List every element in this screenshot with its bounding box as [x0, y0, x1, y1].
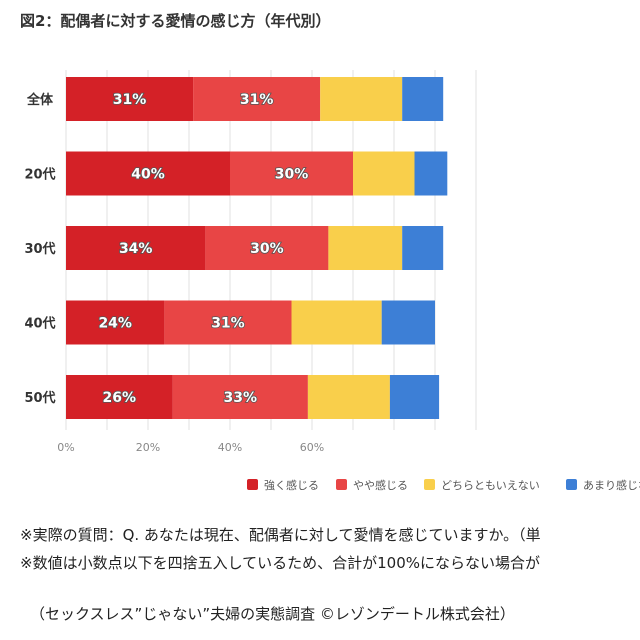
data-label: 30%: [275, 167, 309, 183]
data-label: 34%: [119, 241, 153, 257]
data-label: 31%: [113, 92, 147, 108]
category-label: 50代: [24, 390, 55, 406]
bar-segment: [353, 151, 415, 196]
bar-segment: [402, 226, 444, 270]
source-credit: （セックスレス”じゃない”夫婦の実態調査 ©レゾンデートル株式会社）: [30, 605, 515, 623]
stacked-bar-chart: 0% 20% 40% 60% 全体 31% 31% 20代 40% 30% 30代 34% 30% 40代…: [24, 70, 640, 492]
bar-segment: [320, 77, 403, 121]
legend-entry: やや感じる: [353, 479, 408, 492]
data-label: 31%: [211, 316, 245, 332]
legend-entry: 強く感じる: [264, 479, 319, 492]
bar-segment: [414, 151, 448, 196]
x-tick-label: 0%: [57, 441, 74, 454]
bar-segment: [193, 77, 321, 121]
bar-segment: [328, 226, 403, 270]
bar-segment: [66, 77, 194, 121]
bar-segment: [164, 300, 292, 345]
chart-title: 図2：配偶者に対する愛情の感じ方（年代別）: [20, 12, 331, 30]
legend: 強く感じる やや感じる どちらともいえない あまり感じない: [247, 479, 640, 492]
data-label: 26%: [103, 390, 137, 406]
category-label: 全体: [26, 92, 54, 108]
category-label: 20代: [24, 167, 55, 183]
data-label: 24%: [98, 316, 132, 332]
legend-entry: あまり感じない: [583, 479, 640, 492]
bar-segment: [66, 151, 230, 196]
bar-segment: [66, 226, 206, 270]
data-label: 30%: [250, 241, 284, 257]
bar-segment: [389, 375, 440, 419]
bar-segment: [307, 375, 390, 419]
bar-segment: [172, 375, 308, 419]
bar-segment: [66, 300, 165, 345]
x-tick-label: 20%: [136, 441, 160, 454]
bar-segment: [66, 375, 173, 419]
bar-segment: [291, 300, 382, 345]
legend-swatch: [247, 479, 258, 490]
bar-segment: [402, 77, 444, 121]
bar-segment: [230, 151, 353, 196]
note-question: ※実際の質問：Q. あなたは現在、配偶者に対して愛情を感じていますか。（単: [20, 526, 541, 544]
category-label: 40代: [24, 316, 55, 332]
bar-segment: [381, 300, 435, 345]
data-label: 31%: [240, 92, 274, 108]
x-tick-label: 40%: [218, 441, 242, 454]
category-label: 30代: [24, 241, 55, 257]
x-tick-label: 60%: [300, 441, 324, 454]
legend-entry: どちらともいえない: [441, 479, 540, 492]
data-label: 40%: [131, 167, 165, 183]
note-rounding: ※数値は小数点以下を四捨五入しているため、合計が100%にならない場合が: [20, 554, 541, 572]
bars: [66, 77, 448, 419]
bar-segment: [205, 226, 329, 270]
data-label: 33%: [223, 390, 257, 406]
legend-swatch: [424, 479, 435, 490]
legend-swatch: [336, 479, 347, 490]
labels: 0% 20% 40% 60% 全体 31% 31% 20代 40% 30% 30代 34% 30% 40代…: [24, 91, 324, 454]
legend-swatch: [566, 479, 577, 490]
